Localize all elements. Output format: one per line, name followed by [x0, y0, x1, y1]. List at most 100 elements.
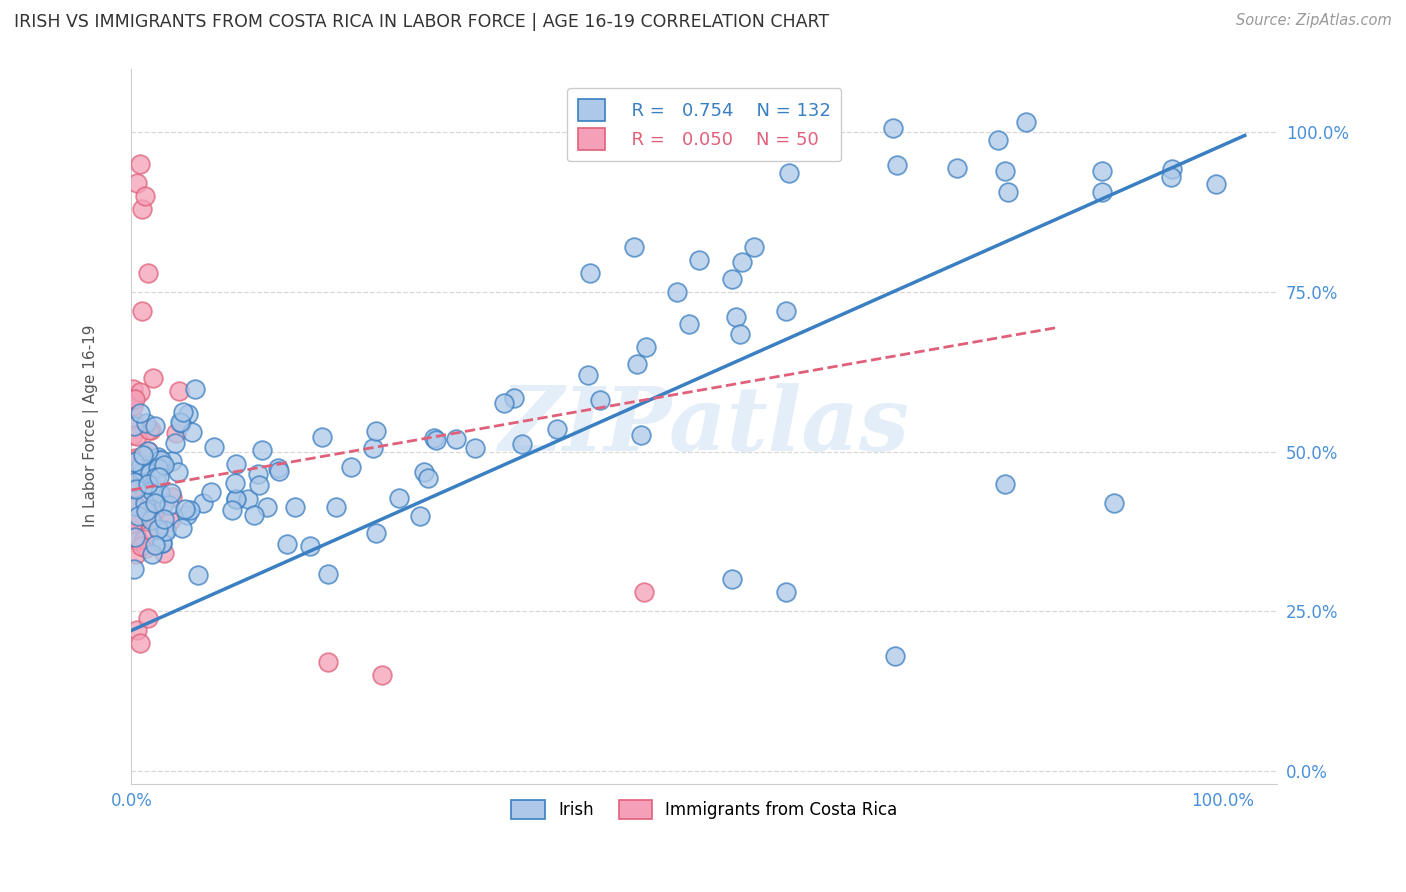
Point: [728, 326, 751, 341]
Point: [159, 486, 181, 500]
Point: [143, 507, 166, 521]
Point: [225, 492, 247, 507]
Point: [179, 503, 201, 517]
Point: [152, 458, 174, 472]
Point: [576, 368, 599, 382]
Point: [388, 491, 411, 505]
Point: [150, 536, 173, 550]
Point: [1014, 115, 1036, 129]
Point: [492, 396, 515, 410]
Point: [778, 166, 800, 180]
Point: [221, 503, 243, 517]
Point: [738, 140, 761, 154]
Point: [731, 255, 754, 269]
Point: [994, 164, 1017, 178]
Point: [134, 532, 156, 546]
Point: [124, 530, 146, 544]
Point: [125, 531, 148, 545]
Point: [122, 475, 145, 489]
Point: [129, 636, 152, 650]
Point: [200, 485, 222, 500]
Point: [131, 458, 153, 473]
Point: [176, 508, 198, 523]
Point: [1160, 170, 1182, 185]
Point: [152, 496, 174, 510]
Point: [121, 466, 143, 480]
Point: [325, 500, 347, 515]
Point: [186, 568, 208, 582]
Point: [1091, 185, 1114, 199]
Point: [125, 547, 148, 561]
Point: [141, 483, 163, 498]
Point: [125, 177, 148, 191]
Point: [269, 464, 291, 478]
Point: [127, 509, 149, 524]
Point: [136, 477, 159, 491]
Point: [141, 548, 163, 562]
Point: [136, 443, 159, 458]
Point: [418, 471, 440, 485]
Point: [238, 491, 260, 506]
Point: [444, 432, 467, 446]
Point: [129, 384, 152, 399]
Point: [131, 304, 153, 318]
Point: [720, 573, 742, 587]
Point: [882, 121, 904, 136]
Point: [134, 487, 156, 501]
Point: [364, 525, 387, 540]
Point: [131, 468, 153, 483]
Point: [284, 500, 307, 515]
Point: [127, 429, 149, 443]
Point: [121, 382, 143, 396]
Point: [124, 392, 146, 407]
Point: [298, 539, 321, 553]
Point: [546, 421, 568, 435]
Point: [122, 454, 145, 468]
Point: [589, 393, 612, 408]
Point: [170, 521, 193, 535]
Point: [125, 453, 148, 467]
Point: [678, 318, 700, 332]
Point: [225, 491, 247, 506]
Point: [146, 454, 169, 468]
Point: [167, 384, 190, 398]
Point: [176, 407, 198, 421]
Point: [121, 411, 143, 425]
Text: Source: ZipAtlas.com: Source: ZipAtlas.com: [1236, 13, 1392, 29]
Point: [159, 514, 181, 528]
Point: [121, 482, 143, 496]
Point: [148, 453, 170, 467]
Point: [364, 424, 387, 438]
Point: [247, 478, 270, 492]
Point: [247, 467, 270, 481]
Point: [136, 266, 159, 280]
Point: [1160, 161, 1182, 176]
Point: [311, 430, 333, 444]
Point: [134, 496, 156, 510]
Point: [994, 476, 1017, 491]
Point: [666, 285, 689, 299]
Point: [131, 202, 153, 216]
Point: [139, 467, 162, 481]
Point: [135, 541, 157, 555]
Point: [160, 490, 183, 504]
Point: [884, 648, 907, 663]
Point: [121, 428, 143, 442]
Point: [124, 450, 146, 465]
Point: [170, 416, 193, 430]
Point: [146, 450, 169, 464]
Point: [145, 487, 167, 501]
Point: [634, 340, 657, 354]
Point: [157, 498, 180, 512]
Point: [224, 475, 246, 490]
Point: [256, 500, 278, 515]
Point: [371, 668, 394, 682]
Point: [886, 158, 908, 172]
Point: [1205, 177, 1227, 191]
Point: [138, 423, 160, 437]
Point: [124, 482, 146, 496]
Point: [422, 431, 444, 445]
Point: [579, 266, 602, 280]
Point: [775, 304, 797, 318]
Point: [425, 434, 447, 448]
